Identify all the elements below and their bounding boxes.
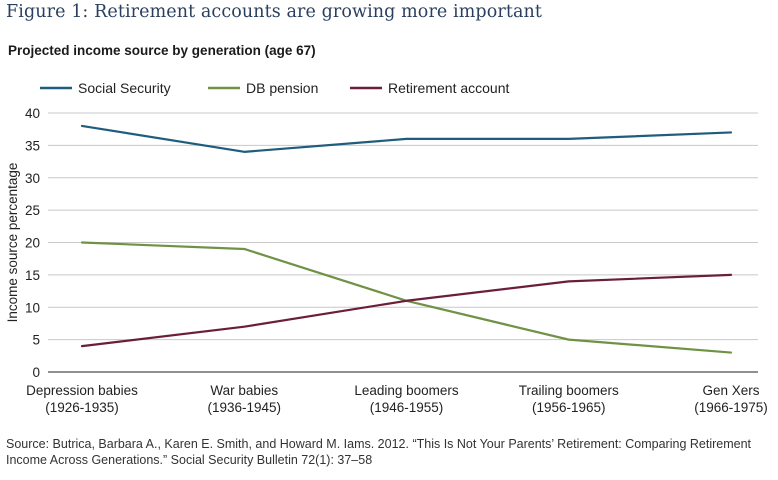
legend-label: Retirement account (388, 80, 510, 96)
chart-subtitle: Projected income source by generation (a… (8, 43, 316, 58)
figure-title: Figure 1: Retirement accounts are growin… (6, 2, 542, 22)
series-line-db-pension (80, 241, 733, 354)
y-tick-label: 10 (25, 300, 40, 315)
y-tick-label: 20 (25, 236, 40, 251)
y-tick-label: 15 (25, 268, 40, 283)
series-line-retirement-account (80, 273, 733, 348)
y-tick-label: 30 (25, 171, 40, 186)
y-tick-label: 40 (25, 106, 40, 121)
line-chart: 0 5 10 15 20 25 30 35 40 Income source percentage… (5, 80, 768, 415)
source-note: Source: Butrica, Barbara A., Karen E. Sm… (6, 437, 752, 467)
y-tick-label: 5 (32, 333, 40, 348)
y-tick-label: 25 (25, 203, 40, 218)
y-axis-label: Income source percentage (5, 163, 20, 323)
legend-label: Social Security (78, 80, 171, 96)
x-tick-label: Depression babies (1926-1935) (26, 383, 138, 415)
legend-label: DB pension (246, 80, 318, 96)
x-tick-label: War babies (1936-1945) (207, 383, 281, 415)
x-tick-label: Leading boomers (1946-1955) (354, 383, 459, 415)
x-tick-label: Gen Xers (1966-1975) (694, 383, 768, 415)
series-line-social-security (80, 124, 733, 153)
y-tick-label: 35 (25, 138, 40, 153)
x-tick-label: Trailing boomers (1956-1965) (519, 383, 619, 415)
y-tick-label: 0 (32, 365, 40, 380)
